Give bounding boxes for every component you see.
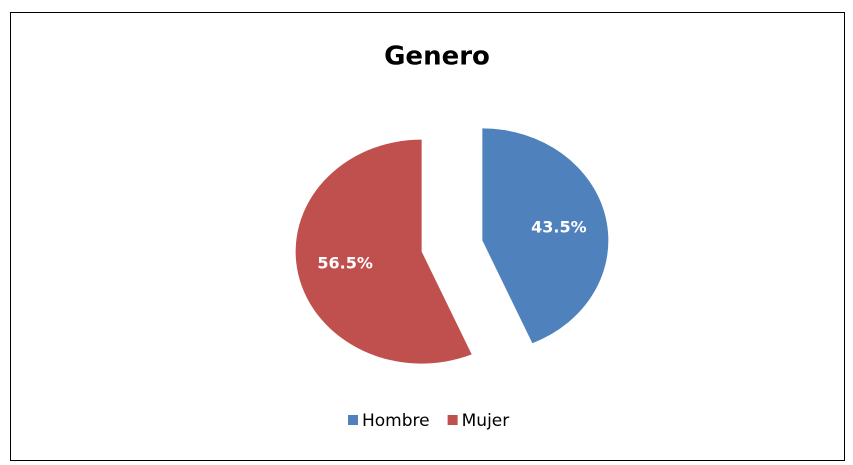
- legend-label: Hombre: [362, 411, 430, 431]
- chart-title: Genero: [384, 42, 490, 72]
- legend-swatch: [348, 415, 358, 425]
- data-label: 56.5%: [317, 254, 373, 273]
- pie-slice: [482, 128, 609, 344]
- legend-swatch: [447, 415, 458, 425]
- data-label: 43.5%: [531, 217, 587, 236]
- chart-frame: [10, 12, 845, 461]
- legend-label: Mujer: [462, 411, 510, 431]
- pie-slice: [295, 139, 472, 364]
